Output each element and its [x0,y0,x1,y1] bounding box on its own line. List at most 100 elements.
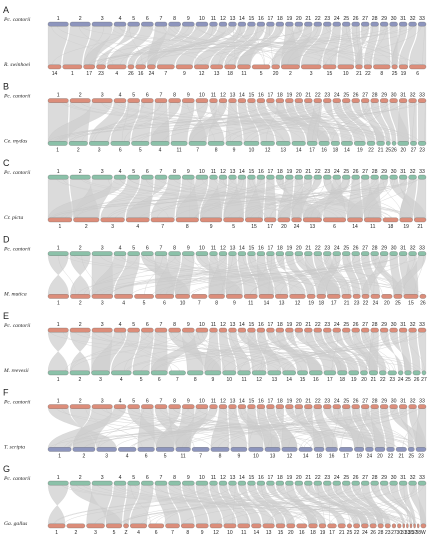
top-chromosome-label: 22 [315,322,321,328]
bottom-chromosome-label: 5 [139,148,142,154]
bottom-chromosome [47,447,72,452]
bottom-chromosome [385,141,391,146]
top-chromosome [389,404,398,409]
synteny-line [108,177,296,220]
bottom-chromosome [346,523,352,529]
top-species-label: Pc. cantorii [3,400,31,406]
bottom-chromosome-label: 8 [194,377,197,383]
top-chromosome [294,327,303,333]
top-chromosome [141,404,154,409]
top-chromosome-label: 23 [324,169,330,175]
top-chromosome-label: 18 [277,475,283,481]
bottom-chromosome [353,523,360,529]
top-chromosome-label: 31 [400,475,406,481]
bottom-chromosome [313,447,325,452]
top-chromosome-label: 3 [101,245,104,251]
top-chromosome [342,404,351,409]
top-chromosome [209,480,218,486]
top-chromosome-label: 3 [101,169,104,175]
top-chromosome [228,327,237,333]
panel-letter: E [3,311,9,321]
synteny-line [87,24,392,67]
synteny-line [268,253,272,297]
top-chromosome [154,21,168,27]
top-chromosome [408,251,417,256]
top-chromosome-label: 13 [230,475,236,481]
bottom-chromosome [70,294,91,299]
top-chromosome-label: 29 [381,245,387,251]
bottom-chromosome [291,217,302,223]
bottom-chromosome-label: 28 [378,530,384,536]
top-chromosome [47,404,69,409]
bottom-chromosome-label: 27 [421,377,427,383]
bottom-chromosome-label: 9 [210,224,213,230]
top-chromosome-label: 1 [57,475,60,481]
bottom-chromosome-label: 12 [256,377,262,383]
top-chromosome-label: 33 [419,245,425,251]
synteny-line [126,330,339,373]
synteny-line [365,330,374,373]
top-chromosome [141,251,154,256]
synteny-line [300,406,373,450]
top-chromosome [285,21,294,27]
top-species-label: Pc. cantorii [3,170,31,176]
bottom-chromosome-label: Z [125,530,128,536]
top-chromosome [237,98,247,103]
top-chromosome-label: 30 [391,169,397,175]
bottom-chromosome-label: 16 [299,530,305,536]
top-chromosome [47,251,69,256]
synteny-line [221,253,233,297]
top-chromosome-label: 12 [220,245,226,251]
synteny-line [123,330,156,373]
top-chromosome-label: 7 [160,16,163,22]
panel-letter: D [3,235,10,245]
synteny-line [54,483,216,526]
top-chromosome [47,174,69,180]
synteny-line [229,177,392,220]
bottom-chromosome-label: 10 [180,301,186,307]
bottom-chromosome-label: 21 [339,530,345,536]
synteny-line [257,177,316,220]
top-chromosome-label: 5 [132,169,135,175]
bottom-chromosome-label: 31 [401,530,407,536]
bottom-chromosome-label: 23 [354,301,360,307]
bottom-chromosome [210,64,224,70]
bottom-chromosome-label: 2 [79,377,82,383]
top-chromosome-label: 4 [119,245,122,251]
bottom-chromosome [175,64,193,70]
top-chromosome [195,21,209,27]
bottom-chromosome-label: 6 [155,530,158,536]
bottom-chromosome-label: 10 [249,148,255,154]
bottom-chromosome [251,64,271,70]
top-chromosome [323,98,332,103]
synteny-line [422,24,425,67]
top-chromosome [228,21,237,27]
top-chromosome [294,174,303,180]
top-chromosome [304,251,313,256]
synteny-line [270,177,305,220]
bottom-chromosome [322,64,337,70]
top-chromosome [342,480,351,486]
bottom-chromosome [66,523,86,529]
bottom-chromosome [298,447,313,452]
bottom-chromosome [107,64,127,70]
synteny-line [334,253,349,297]
bottom-chromosome [323,370,337,376]
top-chromosome [154,174,168,180]
bottom-chromosome [267,370,282,376]
synteny-line [123,483,338,526]
top-chromosome-label: 24 [334,322,340,328]
top-chromosome-label: 30 [391,475,397,481]
bottom-chromosome-label: 23 [418,454,424,460]
top-chromosome-label: 9 [187,398,190,404]
synteny-line [316,177,394,220]
synteny-line [74,177,271,220]
top-chromosome [247,174,256,180]
top-chromosome-label: 22 [315,398,321,404]
bottom-chromosome-label: 16 [313,377,319,383]
bottom-chromosome-label: 20 [400,148,406,154]
synteny-line [173,177,366,220]
top-chromosome-label: 12 [220,92,226,98]
bottom-chromosome-label: 5 [164,454,167,460]
top-chromosome [47,98,69,103]
